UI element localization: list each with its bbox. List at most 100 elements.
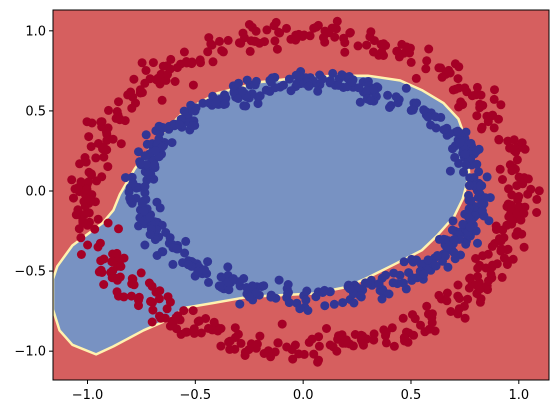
data-point bbox=[290, 340, 300, 350]
data-point bbox=[492, 259, 502, 269]
data-point bbox=[473, 272, 483, 281]
data-point bbox=[489, 94, 499, 104]
data-point bbox=[328, 68, 338, 78]
data-point bbox=[446, 307, 456, 316]
data-point bbox=[460, 313, 470, 323]
data-point bbox=[135, 159, 145, 169]
data-point bbox=[155, 286, 165, 296]
data-point bbox=[489, 123, 499, 133]
data-point bbox=[422, 301, 432, 311]
data-point bbox=[158, 61, 168, 71]
data-point bbox=[464, 213, 474, 222]
data-point bbox=[251, 26, 261, 36]
data-point bbox=[399, 257, 409, 267]
data-point bbox=[473, 263, 483, 273]
data-point bbox=[220, 99, 230, 109]
data-point bbox=[170, 77, 180, 86]
data-point bbox=[443, 262, 453, 272]
data-point bbox=[349, 298, 359, 308]
data-point bbox=[137, 58, 147, 68]
data-point bbox=[332, 346, 342, 356]
data-point bbox=[534, 186, 544, 196]
data-point bbox=[313, 357, 323, 367]
data-point bbox=[507, 166, 517, 176]
data-point bbox=[165, 297, 175, 307]
data-point bbox=[407, 254, 416, 264]
data-point bbox=[103, 162, 113, 172]
data-point bbox=[322, 324, 331, 333]
data-point bbox=[146, 296, 155, 306]
data-point bbox=[255, 38, 264, 48]
data-point bbox=[445, 166, 455, 176]
data-point bbox=[491, 221, 501, 231]
data-point bbox=[188, 80, 198, 90]
data-point bbox=[504, 212, 514, 222]
data-point bbox=[419, 269, 429, 279]
data-point bbox=[355, 291, 365, 301]
data-point bbox=[162, 304, 172, 314]
plot-frame bbox=[52, 9, 550, 381]
data-point bbox=[450, 254, 460, 264]
data-point bbox=[448, 216, 458, 226]
data-point bbox=[440, 251, 450, 261]
data-point bbox=[216, 341, 226, 351]
x-tick-label: 0.0 bbox=[293, 388, 314, 403]
x-tick-label: −0.5 bbox=[180, 388, 212, 403]
data-point bbox=[381, 327, 391, 337]
data-point bbox=[458, 219, 468, 229]
x-axis: −1.0 −0.5 0.0 0.5 1.0 bbox=[72, 380, 529, 403]
data-point bbox=[445, 68, 455, 78]
data-point bbox=[129, 74, 139, 84]
data-point bbox=[295, 304, 305, 314]
data-point bbox=[303, 306, 313, 315]
data-point bbox=[158, 123, 168, 132]
data-point bbox=[320, 301, 330, 311]
data-point bbox=[498, 225, 508, 235]
data-point bbox=[461, 160, 471, 170]
data-point bbox=[466, 138, 476, 148]
data-point bbox=[75, 159, 85, 169]
data-point bbox=[140, 181, 150, 191]
data-point bbox=[391, 92, 401, 102]
data-point bbox=[465, 173, 475, 183]
data-point bbox=[512, 155, 522, 165]
data-point bbox=[163, 70, 172, 79]
data-point bbox=[292, 79, 302, 89]
data-point bbox=[168, 259, 178, 269]
data-point bbox=[482, 172, 492, 182]
data-point bbox=[471, 254, 481, 263]
data-point bbox=[152, 251, 162, 260]
data-point bbox=[460, 83, 470, 93]
data-point bbox=[448, 144, 457, 154]
data-point bbox=[273, 338, 283, 348]
data-point bbox=[223, 35, 233, 45]
data-point bbox=[125, 193, 135, 203]
data-point bbox=[431, 112, 441, 122]
data-point bbox=[279, 80, 288, 90]
data-point bbox=[136, 268, 146, 278]
data-point bbox=[157, 142, 167, 152]
data-point bbox=[179, 306, 189, 316]
data-point bbox=[284, 298, 294, 308]
data-point bbox=[189, 324, 199, 334]
data-point bbox=[140, 188, 150, 198]
data-point bbox=[475, 284, 485, 294]
data-point bbox=[274, 275, 284, 285]
data-point bbox=[84, 208, 94, 218]
data-point bbox=[114, 97, 123, 107]
data-point bbox=[99, 152, 109, 162]
data-point bbox=[365, 32, 375, 42]
data-point bbox=[532, 208, 542, 217]
data-point bbox=[337, 70, 347, 80]
data-point bbox=[454, 158, 464, 168]
data-point bbox=[465, 222, 475, 232]
data-point bbox=[474, 167, 484, 177]
data-point bbox=[119, 292, 129, 302]
data-point bbox=[84, 132, 94, 142]
data-point bbox=[477, 122, 487, 132]
data-point bbox=[422, 56, 432, 66]
data-point bbox=[193, 266, 203, 276]
data-point bbox=[196, 328, 206, 338]
data-point bbox=[320, 285, 329, 295]
